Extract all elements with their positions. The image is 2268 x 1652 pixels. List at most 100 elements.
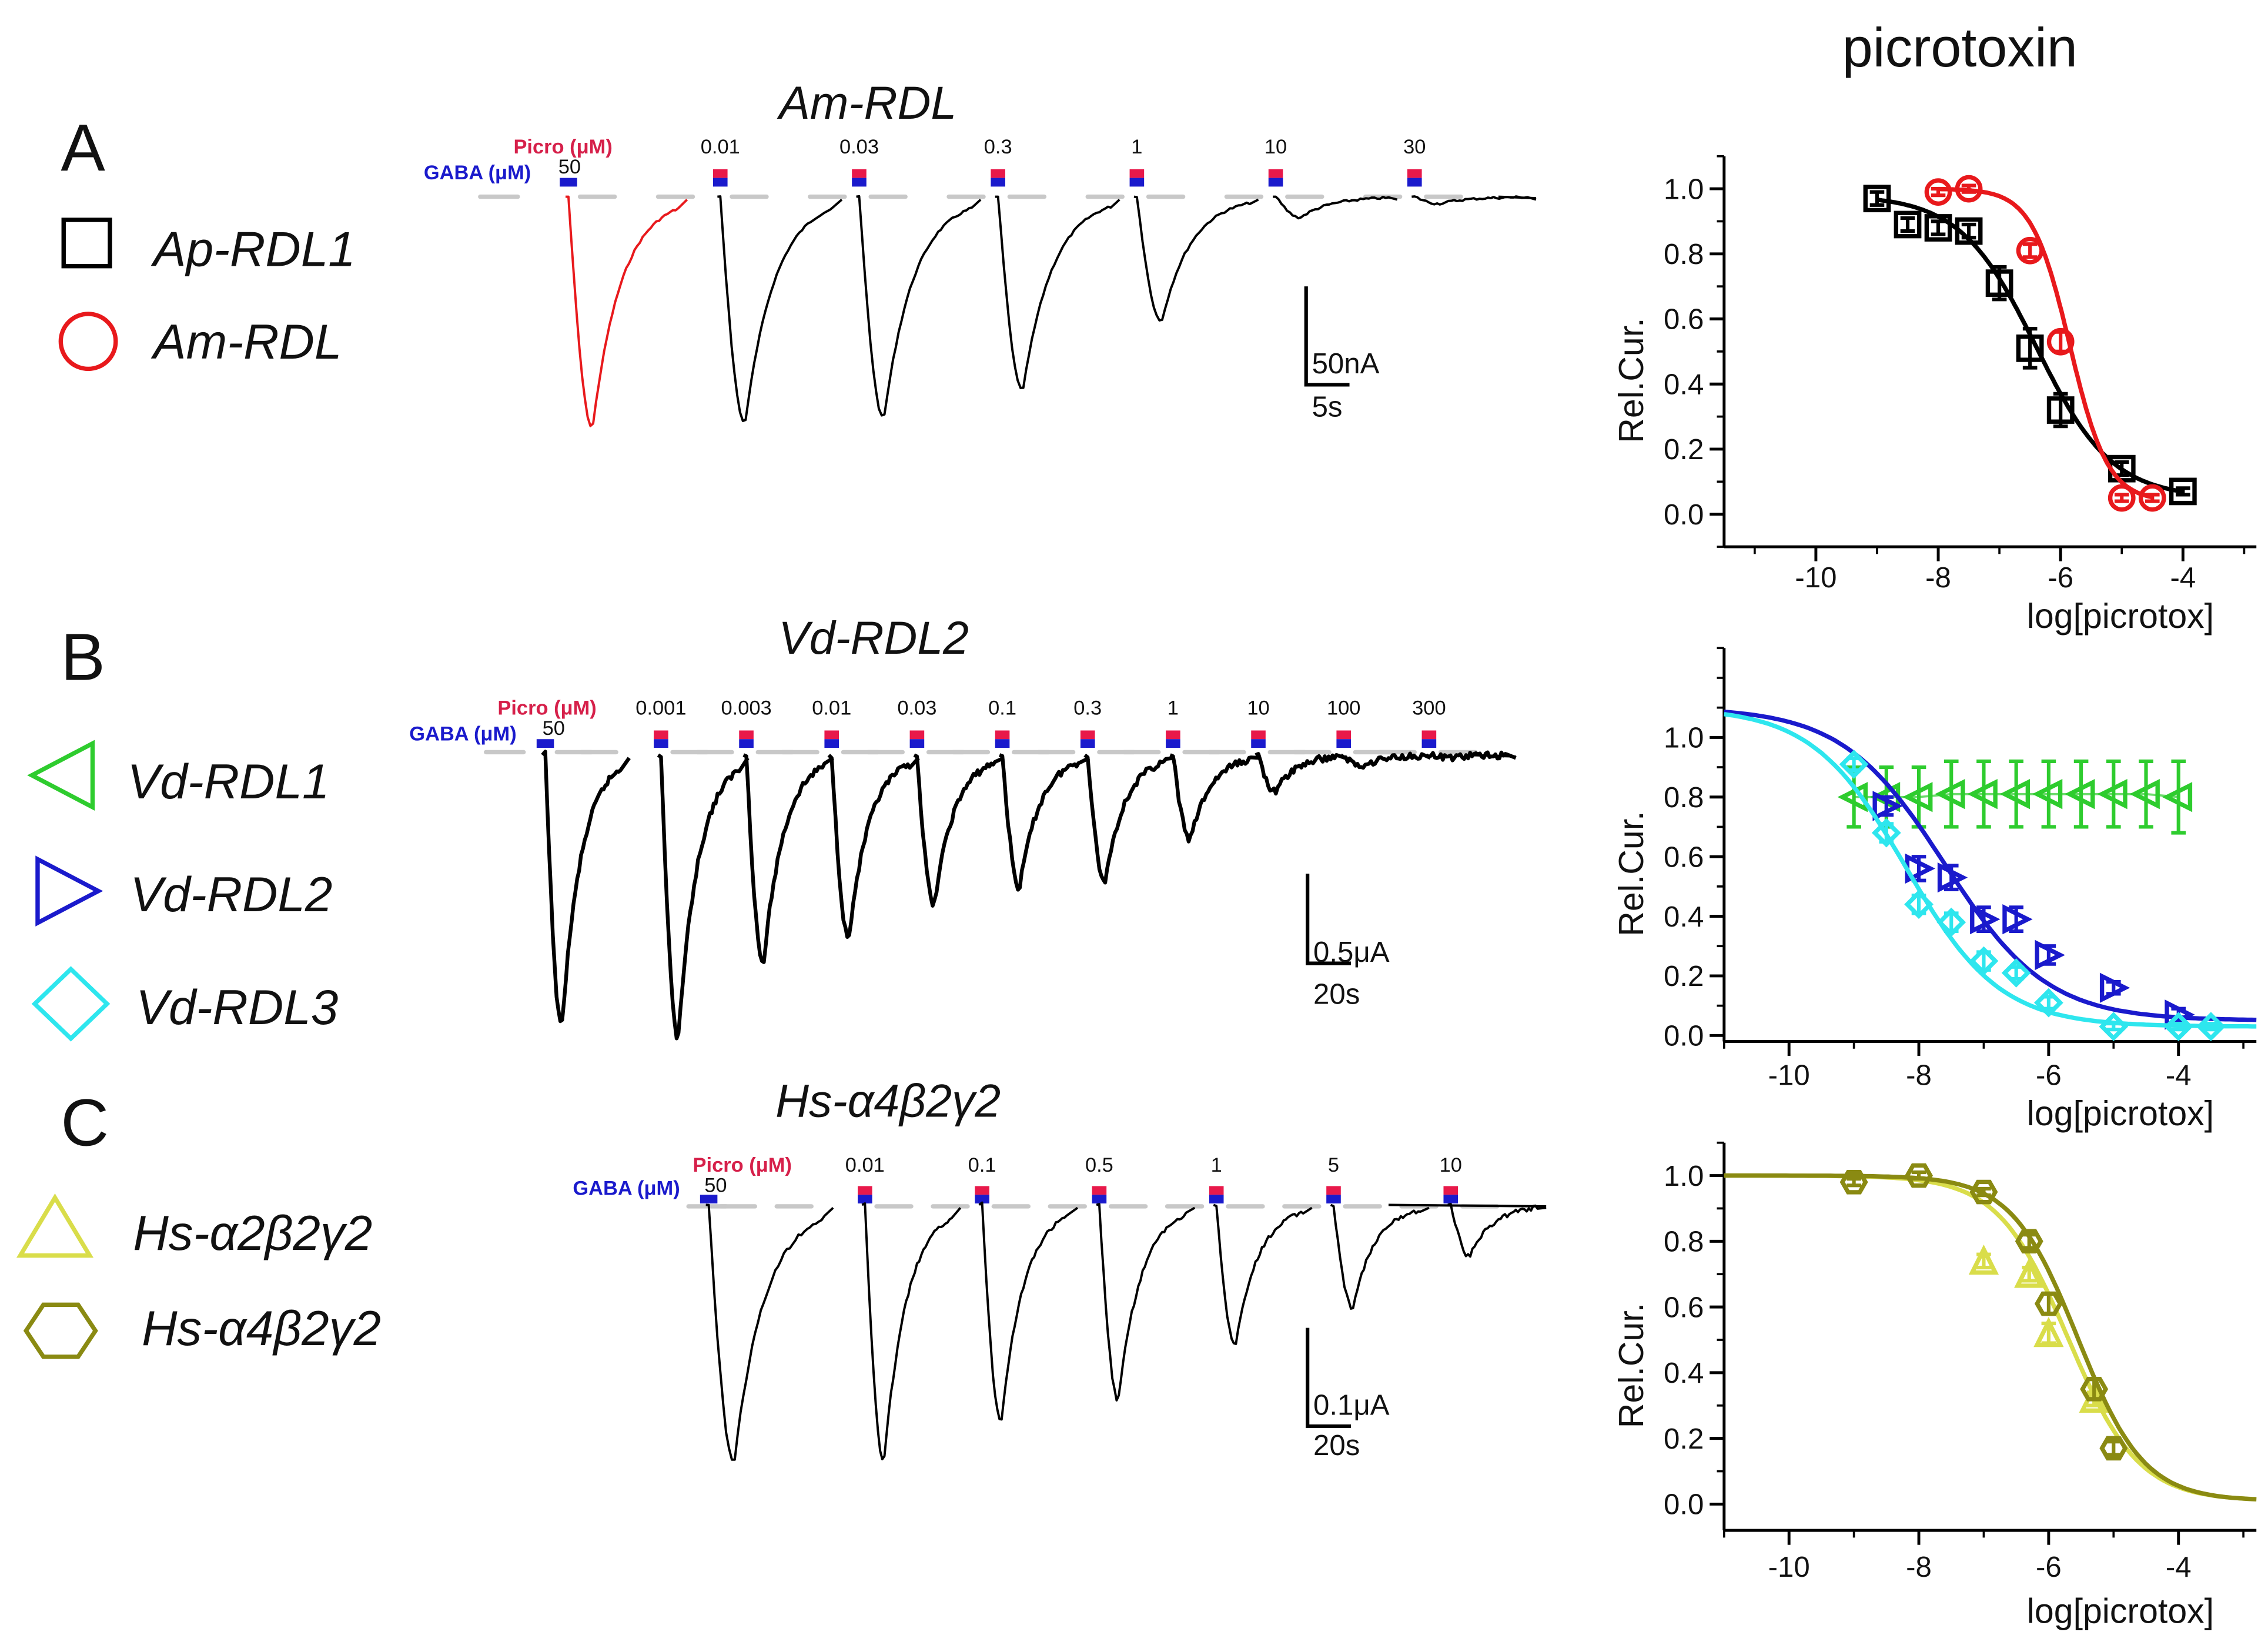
current-trace-b: Picro (μM) GABA (μM) 50 0.001 0.003 0.01 0.03 0…	[409, 697, 1517, 1041]
square-data-point	[2046, 396, 2075, 424]
x-tick-label: -4	[2166, 1551, 2192, 1583]
legend-label-vd-rdl3: Vd-RDL3	[136, 979, 338, 1035]
triangle-left-data-point	[2129, 779, 2160, 810]
hexagon-data-point	[2015, 1229, 2043, 1254]
square-data-point	[1863, 185, 1891, 213]
scale-amplitude-label: 0.1μA	[1313, 1389, 1390, 1421]
y-tick-label: 0.2	[1664, 1423, 1704, 1455]
picro-label: Picro (μM)	[497, 697, 596, 719]
hexagon-data-point	[1969, 1179, 1998, 1205]
gaba-label: GABA (μM)	[573, 1177, 680, 1199]
triangle-left-data-point	[1902, 782, 1933, 812]
trace-title-a: Am-RDL	[777, 77, 956, 129]
current-sweep	[1339, 751, 1431, 770]
x-tick-label: -10	[1768, 1551, 1810, 1583]
hexagon-data-point	[2099, 1436, 2128, 1461]
triangle-right-data-point	[2002, 904, 2033, 935]
y-tick-label: 0.6	[1664, 841, 1704, 873]
triangle-right-data-point	[2099, 972, 2130, 1003]
y-tick-label: 0.2	[1664, 960, 1704, 992]
x-tick-label: -8	[1906, 1551, 1932, 1583]
triangle-up-marker-icon	[16, 1193, 94, 1258]
circle-data-point	[1924, 178, 1952, 206]
y-tick-label: 0.6	[1664, 1291, 1704, 1323]
gaba-label: GABA (μM)	[424, 162, 531, 184]
gaba-pulse-marker	[700, 1195, 718, 1204]
triangle-left-marker-icon	[27, 740, 95, 811]
triangle-right-data-point	[2035, 939, 2065, 971]
gaba-pulse-marker	[1251, 739, 1266, 748]
legend-label-am-rdl: Am-RDL	[150, 314, 342, 369]
fit-curve	[1724, 1173, 2257, 1501]
concentration-label: 1	[1131, 136, 1142, 158]
gaba-pulse-marker	[1336, 739, 1352, 748]
panel-letter-b: B	[61, 620, 105, 694]
legend-a: Ap-RDL1 Am-RDL	[58, 218, 356, 372]
diamond-data-point	[2163, 1012, 2193, 1042]
picro-pulse-marker	[995, 730, 1010, 740]
y-axis-label: Rel.Cur.	[1612, 317, 1651, 443]
square-data-point	[2016, 334, 2044, 362]
gaba-pulse-marker	[824, 739, 839, 748]
y-tick-label: 0.0	[1664, 1020, 1704, 1052]
circle-marker-icon	[58, 312, 118, 372]
triangle-left-data-point	[2097, 779, 2127, 810]
triangle-left-data-point	[1935, 779, 1965, 810]
gaba-pulse-marker	[909, 739, 925, 748]
picro-pulse-marker	[975, 1186, 989, 1195]
current-sweep	[999, 753, 1090, 892]
trace-baseline	[1388, 1203, 1547, 1208]
x-tick-label: -4	[2166, 1059, 2192, 1091]
hexagon-data-point	[1905, 1163, 1933, 1188]
diamond-data-point	[1969, 946, 1999, 976]
current-sweep	[995, 195, 1120, 389]
picro-pulse-marker	[1092, 1186, 1107, 1195]
picro-label: Picro (μM)	[513, 136, 612, 158]
y-axis-label: Rel.Cur.	[1612, 1303, 1651, 1428]
triangle-right-marker-icon	[35, 855, 103, 927]
scale-amplitude-label: 50nA	[1312, 347, 1380, 380]
concentration-label: 0.01	[812, 697, 851, 719]
x-tick-label: -4	[2170, 561, 2196, 594]
triangle-right-data-point	[1872, 791, 1903, 821]
concentration-label: 0.03	[897, 697, 936, 719]
diamond-marker-icon	[31, 966, 111, 1042]
circle-data-point	[2016, 236, 2044, 265]
gaba-pulse-marker	[560, 178, 577, 187]
legend-label-vd-rdl2: Vd-RDL2	[130, 867, 332, 922]
current-trace-a: Picro (μM) GABA (μM) 50 0.01 0.03 0.3 1 10 30 50n…	[424, 136, 1537, 427]
triangle-left-data-point	[2065, 779, 2095, 810]
gaba-pulse-marker	[536, 739, 554, 748]
gaba-concentration: 50	[704, 1174, 727, 1196]
current-sweep	[1083, 753, 1175, 885]
picro-pulse-marker	[1080, 730, 1095, 740]
gaba-concentration: 50	[558, 156, 581, 178]
legend-label-hs-a4: Hs-α4β2γ2	[142, 1300, 381, 1356]
figure-title: picrotoxin	[1842, 16, 2078, 78]
y-tick-label: 0.0	[1664, 499, 1704, 531]
x-tick-label: -8	[1925, 561, 1951, 594]
x-tick-label: -10	[1768, 1059, 1810, 1091]
concentration-label: 30	[1403, 136, 1426, 158]
picro-pulse-marker	[1421, 730, 1437, 740]
picro-pulse-marker	[909, 730, 925, 740]
square-data-point	[1924, 214, 1952, 242]
concentration-label: 5	[1328, 1154, 1339, 1176]
diamond-data-point	[1904, 889, 1934, 919]
trace-baseline	[1498, 195, 1537, 200]
gaba-concentration: 50	[543, 717, 565, 740]
picro-pulse-marker	[824, 730, 839, 740]
circle-data-point	[2108, 484, 2136, 512]
y-tick-label: 0.8	[1664, 238, 1704, 270]
current-sweep	[1096, 1203, 1196, 1402]
triangle-up-data-point	[2033, 1316, 2064, 1347]
y-tick-label: 1.0	[1664, 173, 1704, 205]
x-tick-label: -6	[2036, 1059, 2062, 1091]
current-sweep	[856, 195, 982, 417]
current-sweep	[1133, 195, 1259, 322]
hexagon-data-point	[2034, 1291, 2063, 1316]
current-sweep	[1330, 1203, 1430, 1310]
concentration-label: 0.3	[984, 136, 1012, 158]
legend-c: Hs-α2β2γ2 Hs-α4β2γ2	[16, 1193, 381, 1359]
triangle-left-data-point	[2032, 779, 2063, 810]
